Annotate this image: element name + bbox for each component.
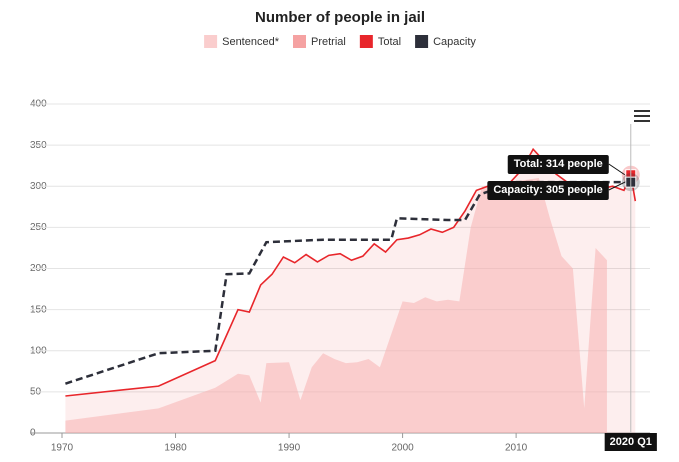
legend-swatch bbox=[204, 35, 218, 48]
annotation-box bbox=[487, 181, 609, 200]
annotation-box bbox=[507, 155, 609, 174]
line bbox=[65, 180, 631, 385]
annotation-label: Capacity: 305 people bbox=[493, 184, 602, 196]
legend-item[interactable]: Sentenced* bbox=[204, 35, 280, 48]
x-tick-label: 1990 bbox=[278, 443, 301, 454]
legend: Sentenced* Pretrial Total Capacity bbox=[204, 35, 476, 48]
legend-label: Capacity bbox=[433, 36, 476, 48]
x-tick-label: 1970 bbox=[51, 443, 74, 454]
legend-label: Total bbox=[378, 36, 401, 48]
annotation-pointer bbox=[608, 181, 626, 191]
annotation-box bbox=[604, 433, 657, 451]
legend-swatch bbox=[293, 35, 306, 48]
menu-bar bbox=[634, 110, 650, 112]
annotation-label: 2020 Q1 bbox=[610, 436, 652, 448]
chart-title: Number of people in jail bbox=[255, 9, 425, 26]
legend-item[interactable]: Capacity bbox=[415, 35, 476, 48]
areas bbox=[65, 149, 636, 434]
menu-bar bbox=[634, 120, 650, 122]
menu-bar bbox=[634, 115, 650, 117]
line-fill bbox=[65, 149, 636, 434]
x-tick-label: 1980 bbox=[164, 443, 187, 454]
area bbox=[65, 178, 607, 433]
x-tick-label: 2010 bbox=[505, 443, 528, 454]
legend-label: Sentenced* bbox=[222, 36, 280, 48]
legend-swatch bbox=[359, 35, 373, 48]
legend-item[interactable]: Total bbox=[359, 35, 401, 48]
x-tick-label: 2000 bbox=[391, 443, 414, 454]
legend-item[interactable]: Pretrial bbox=[293, 35, 346, 48]
legend-swatch bbox=[415, 35, 429, 48]
annotation-label: Total: 314 people bbox=[514, 158, 603, 170]
annotation-pointer bbox=[608, 163, 626, 176]
menu-icon[interactable] bbox=[634, 110, 650, 122]
legend-label: Pretrial bbox=[311, 36, 346, 48]
